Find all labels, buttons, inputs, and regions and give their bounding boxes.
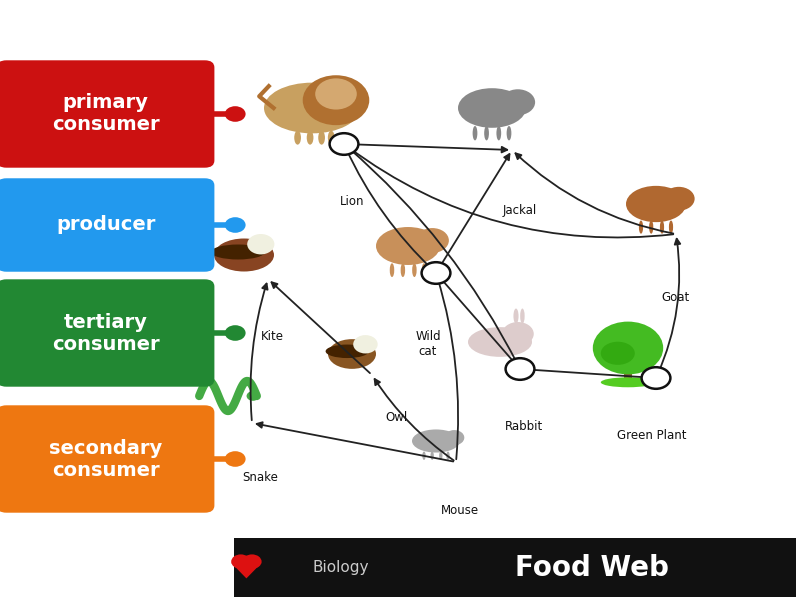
Ellipse shape	[473, 126, 478, 140]
Circle shape	[506, 358, 534, 380]
Text: Lion: Lion	[340, 195, 364, 208]
Ellipse shape	[660, 220, 664, 234]
Ellipse shape	[401, 263, 405, 277]
Text: Mouse: Mouse	[441, 504, 479, 517]
Circle shape	[502, 322, 534, 346]
Ellipse shape	[306, 131, 314, 145]
Text: Jackal: Jackal	[503, 204, 537, 217]
Circle shape	[247, 234, 274, 254]
Ellipse shape	[412, 263, 417, 277]
Ellipse shape	[649, 220, 654, 234]
Circle shape	[422, 262, 450, 284]
Ellipse shape	[506, 126, 511, 140]
FancyBboxPatch shape	[234, 538, 796, 597]
Ellipse shape	[412, 430, 460, 452]
Circle shape	[593, 322, 663, 374]
Circle shape	[242, 554, 262, 569]
Circle shape	[225, 106, 246, 122]
Text: producer: producer	[56, 215, 155, 235]
Text: secondary
consumer: secondary consumer	[49, 439, 162, 479]
Circle shape	[302, 75, 370, 125]
Text: primary
consumer: primary consumer	[52, 94, 159, 134]
Circle shape	[354, 335, 378, 353]
Circle shape	[315, 79, 357, 110]
Ellipse shape	[422, 451, 426, 460]
Circle shape	[225, 325, 246, 341]
Ellipse shape	[468, 327, 532, 357]
Ellipse shape	[390, 263, 394, 277]
Ellipse shape	[328, 339, 376, 369]
Ellipse shape	[458, 88, 526, 128]
Ellipse shape	[211, 245, 265, 259]
Circle shape	[663, 187, 694, 211]
Circle shape	[330, 133, 358, 155]
Text: Food Web: Food Web	[515, 554, 669, 581]
Ellipse shape	[318, 131, 325, 145]
Ellipse shape	[439, 451, 442, 460]
Circle shape	[416, 228, 449, 253]
FancyBboxPatch shape	[0, 61, 214, 167]
Ellipse shape	[326, 344, 369, 358]
Polygon shape	[231, 563, 262, 578]
Circle shape	[444, 430, 464, 445]
Circle shape	[231, 554, 250, 569]
Text: Green Plant: Green Plant	[618, 429, 686, 442]
Circle shape	[225, 451, 246, 467]
Ellipse shape	[601, 342, 635, 365]
FancyBboxPatch shape	[0, 406, 214, 512]
Ellipse shape	[639, 220, 643, 234]
Ellipse shape	[294, 131, 301, 145]
Ellipse shape	[669, 220, 673, 234]
Ellipse shape	[376, 227, 440, 265]
Text: Goat: Goat	[662, 291, 690, 304]
Text: tertiary
consumer: tertiary consumer	[52, 313, 159, 353]
Ellipse shape	[328, 131, 334, 145]
Text: Kite: Kite	[261, 330, 283, 343]
Ellipse shape	[446, 451, 450, 460]
Circle shape	[642, 367, 670, 389]
Ellipse shape	[264, 83, 360, 133]
Ellipse shape	[430, 451, 434, 460]
Ellipse shape	[626, 186, 686, 222]
Ellipse shape	[520, 308, 525, 323]
Text: Wild
cat: Wild cat	[415, 330, 441, 358]
FancyBboxPatch shape	[0, 280, 214, 387]
Text: Snake: Snake	[242, 471, 278, 484]
Circle shape	[501, 89, 535, 115]
Text: Rabbit: Rabbit	[505, 420, 543, 433]
Circle shape	[246, 391, 259, 401]
FancyBboxPatch shape	[0, 178, 214, 272]
Ellipse shape	[422, 263, 426, 277]
Ellipse shape	[214, 238, 274, 271]
Ellipse shape	[497, 126, 501, 140]
Bar	[624, 348, 632, 385]
Ellipse shape	[484, 126, 489, 140]
Ellipse shape	[601, 377, 655, 387]
Ellipse shape	[514, 308, 518, 323]
Text: Owl: Owl	[385, 411, 407, 424]
Circle shape	[225, 217, 246, 233]
Text: Biology: Biology	[312, 560, 369, 575]
